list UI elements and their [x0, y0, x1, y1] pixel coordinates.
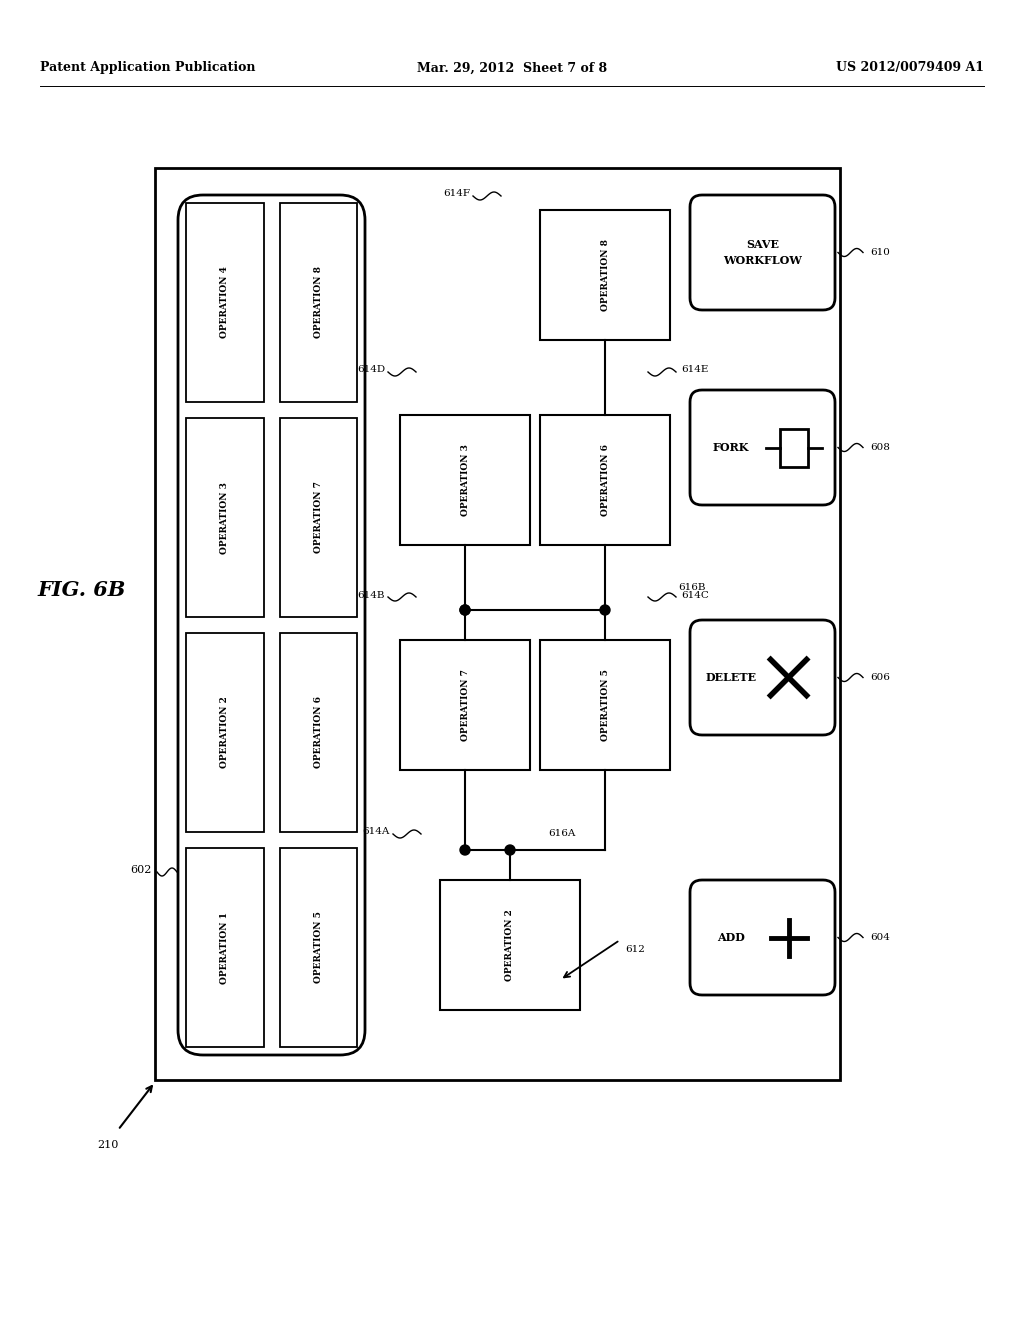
Circle shape [460, 605, 470, 615]
Bar [186, 847, 263, 1047]
Circle shape [460, 605, 470, 615]
Text: OPERATION 6: OPERATION 6 [600, 444, 609, 516]
Text: OPERATION 2: OPERATION 2 [220, 697, 229, 768]
FancyBboxPatch shape [690, 389, 835, 506]
FancyBboxPatch shape [178, 195, 365, 1055]
Text: 612: 612 [625, 945, 645, 954]
Text: FIG. 6B: FIG. 6B [38, 579, 126, 601]
Text: OPERATION 7: OPERATION 7 [313, 482, 323, 553]
Circle shape [600, 605, 610, 615]
Text: 616A: 616A [548, 829, 575, 837]
Text: DELETE: DELETE [706, 672, 756, 682]
FancyBboxPatch shape [690, 880, 835, 995]
Bar [280, 203, 357, 403]
Text: 614F: 614F [443, 189, 470, 198]
Bar [780, 429, 808, 466]
Text: OPERATION 7: OPERATION 7 [461, 669, 469, 741]
Text: Mar. 29, 2012  Sheet 7 of 8: Mar. 29, 2012 Sheet 7 of 8 [417, 62, 607, 74]
Text: OPERATION 2: OPERATION 2 [506, 909, 514, 981]
Circle shape [460, 845, 470, 855]
Text: OPERATION 8: OPERATION 8 [600, 239, 609, 312]
Circle shape [505, 845, 515, 855]
Text: OPERATION 8: OPERATION 8 [313, 267, 323, 338]
Bar [186, 418, 263, 616]
FancyBboxPatch shape [690, 195, 835, 310]
Text: US 2012/0079409 A1: US 2012/0079409 A1 [836, 62, 984, 74]
Text: Patent Application Publication: Patent Application Publication [40, 62, 256, 74]
Bar [280, 634, 357, 832]
Bar [186, 203, 263, 403]
Bar [155, 168, 840, 1080]
Text: 614E: 614E [681, 366, 709, 375]
Text: 614A: 614A [362, 828, 390, 837]
Bar [540, 640, 670, 770]
Bar [540, 414, 670, 545]
Text: 614C: 614C [681, 590, 709, 599]
Text: OPERATION 6: OPERATION 6 [313, 697, 323, 768]
FancyBboxPatch shape [690, 620, 835, 735]
Bar [400, 640, 530, 770]
Text: ADD: ADD [717, 932, 744, 942]
Text: 610: 610 [870, 248, 890, 257]
Bar [400, 414, 530, 545]
Text: 604: 604 [870, 933, 890, 942]
Text: 614D: 614D [357, 366, 385, 375]
Text: 606: 606 [870, 673, 890, 682]
Text: FORK: FORK [713, 442, 749, 453]
Text: 210: 210 [97, 1140, 119, 1150]
Text: OPERATION 5: OPERATION 5 [313, 912, 323, 983]
Text: OPERATION 1: OPERATION 1 [220, 912, 229, 983]
Bar [280, 418, 357, 616]
Text: OPERATION 5: OPERATION 5 [600, 669, 609, 741]
Text: 608: 608 [870, 444, 890, 451]
Text: 616B: 616B [678, 583, 706, 593]
Bar [540, 210, 670, 341]
Text: OPERATION 3: OPERATION 3 [461, 444, 469, 516]
Text: 602: 602 [131, 865, 152, 875]
Text: OPERATION 4: OPERATION 4 [220, 267, 229, 338]
Text: SAVE
WORKFLOW: SAVE WORKFLOW [723, 239, 802, 265]
Text: OPERATION 3: OPERATION 3 [220, 482, 229, 553]
Bar [280, 847, 357, 1047]
Bar [186, 634, 263, 832]
Bar [440, 880, 580, 1010]
Text: 614B: 614B [357, 590, 385, 599]
